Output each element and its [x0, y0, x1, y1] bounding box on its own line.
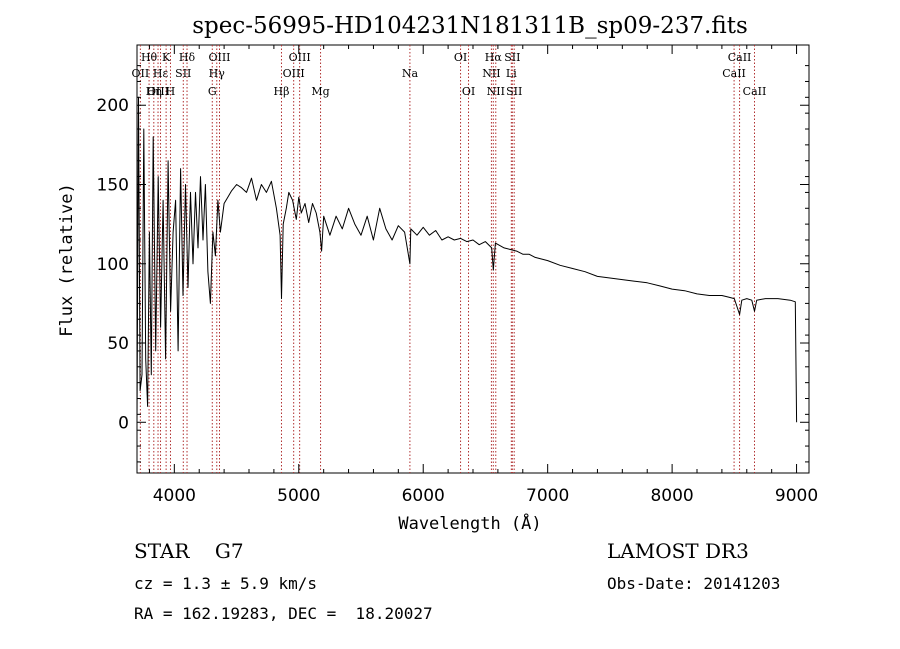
line-marker-label: OI — [454, 51, 467, 64]
y-axis-ticks: 0 50 100 150 200 — [97, 65, 809, 463]
line-marker-label: Hα — [485, 51, 503, 64]
line-marker-label: H — [166, 85, 176, 98]
x-tick-label: 8000 — [650, 486, 693, 506]
line-marker-label: Hβ — [274, 85, 290, 98]
x-axis-label: Wavelength (Å) — [398, 512, 541, 534]
line-marker-label: Li — [506, 67, 517, 80]
line-marker-label: OIII — [283, 67, 305, 80]
line-marker-label: OI — [462, 85, 475, 98]
observation-date: Obs-Date: 20141203 — [607, 574, 780, 593]
line-marker-label: OII — [132, 67, 150, 80]
coordinates-text: RA = 162.19283, DEC = 18.20027 — [134, 604, 433, 623]
y-tick-label: 0 — [118, 413, 129, 433]
redshift-text: cz = 1.3 ± 5.9 km/s — [134, 574, 317, 593]
line-marker-labels: Hθ OII OIII Hε Hη K H SII Hδ OIII Hγ G Hβ OIII OIII Mg N… — [132, 51, 767, 98]
line-marker-label: NII — [482, 67, 500, 80]
line-marker-label: NII — [487, 85, 505, 98]
line-marker-label: SII — [175, 67, 191, 80]
line-marker-label: SII — [504, 51, 520, 64]
line-marker-label: K — [162, 51, 171, 64]
spectrum-line — [136, 96, 798, 423]
survey-name: LAMOST DR3 — [607, 539, 749, 563]
plot-frame — [136, 44, 810, 474]
line-marker-label: Hθ — [141, 51, 158, 64]
line-marker-label: CaII — [728, 51, 752, 64]
chart-title: spec-56995-HD104231N181311B_sp09-237.fit… — [192, 13, 748, 39]
line-marker-label: OIII — [289, 51, 311, 64]
x-tick-label: 5000 — [277, 486, 320, 506]
y-axis-label: Flux (relative) — [57, 183, 77, 337]
line-marker-label: G — [208, 85, 217, 98]
y-tick-label: 150 — [97, 175, 129, 195]
x-axis-ticks: 4000 5000 6000 7000 8000 9000 — [148, 45, 818, 506]
line-marker-label: Hγ — [209, 67, 226, 80]
x-tick-label: 6000 — [402, 486, 445, 506]
x-tick-label: 4000 — [153, 486, 196, 506]
line-marker-label: OIII — [208, 51, 230, 64]
line-marker-label: OIII — [147, 85, 169, 98]
line-markers — [139, 45, 755, 473]
line-marker-label: Na — [402, 67, 419, 80]
line-marker-label: Hη — [146, 85, 162, 98]
line-marker-label: SII — [506, 85, 522, 98]
spectrum-series — [136, 96, 798, 423]
object-class: STAR G7 — [134, 539, 244, 563]
y-tick-label: 200 — [97, 96, 129, 116]
y-tick-label: 100 — [97, 255, 129, 275]
line-marker-label: Hδ — [179, 51, 196, 64]
line-marker-label: Mg — [311, 85, 329, 98]
x-tick-label: 7000 — [526, 486, 569, 506]
y-tick-label: 50 — [107, 334, 129, 354]
line-marker-label: CaII — [722, 67, 746, 80]
x-tick-label: 9000 — [775, 486, 818, 506]
line-marker-label: Hε — [153, 67, 169, 80]
line-marker-label: CaII — [743, 85, 767, 98]
